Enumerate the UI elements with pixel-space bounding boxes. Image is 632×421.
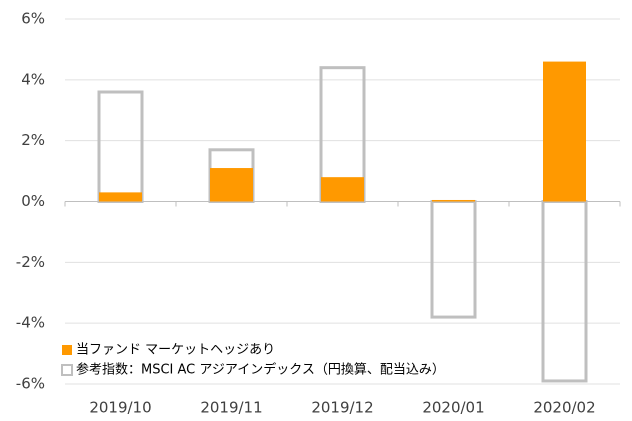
bar (432, 199, 475, 202)
x-tick-label: 2019/11 (200, 399, 262, 417)
legend-swatch (61, 364, 73, 376)
bar (210, 168, 253, 202)
bar (321, 177, 364, 202)
y-tick-label: 6% (21, 10, 45, 28)
bar (430, 200, 477, 319)
y-tick-label: 0% (21, 192, 45, 210)
legend-label: 参考指数：MSCI AC アジアインデックス（円換算、配当込み） (76, 362, 445, 378)
bar (543, 61, 586, 202)
y-tick-label: 2% (21, 131, 45, 149)
bar (541, 200, 588, 383)
y-tick-label: -2% (16, 253, 45, 271)
x-tick-label: 2019/10 (89, 399, 151, 417)
x-tick-label: 2019/12 (311, 399, 373, 417)
y-tick-label: -6% (16, 375, 45, 393)
bar (99, 192, 142, 202)
y-tick-label: -4% (16, 314, 45, 332)
legend-label: 当ファンド マーケットヘッジあり (76, 343, 275, 358)
legend-swatch (62, 345, 72, 355)
x-tick-label: 2020/02 (533, 399, 595, 417)
y-tick-label: 4% (21, 70, 45, 88)
x-tick-label: 2020/01 (422, 399, 484, 417)
bar (97, 90, 144, 203)
